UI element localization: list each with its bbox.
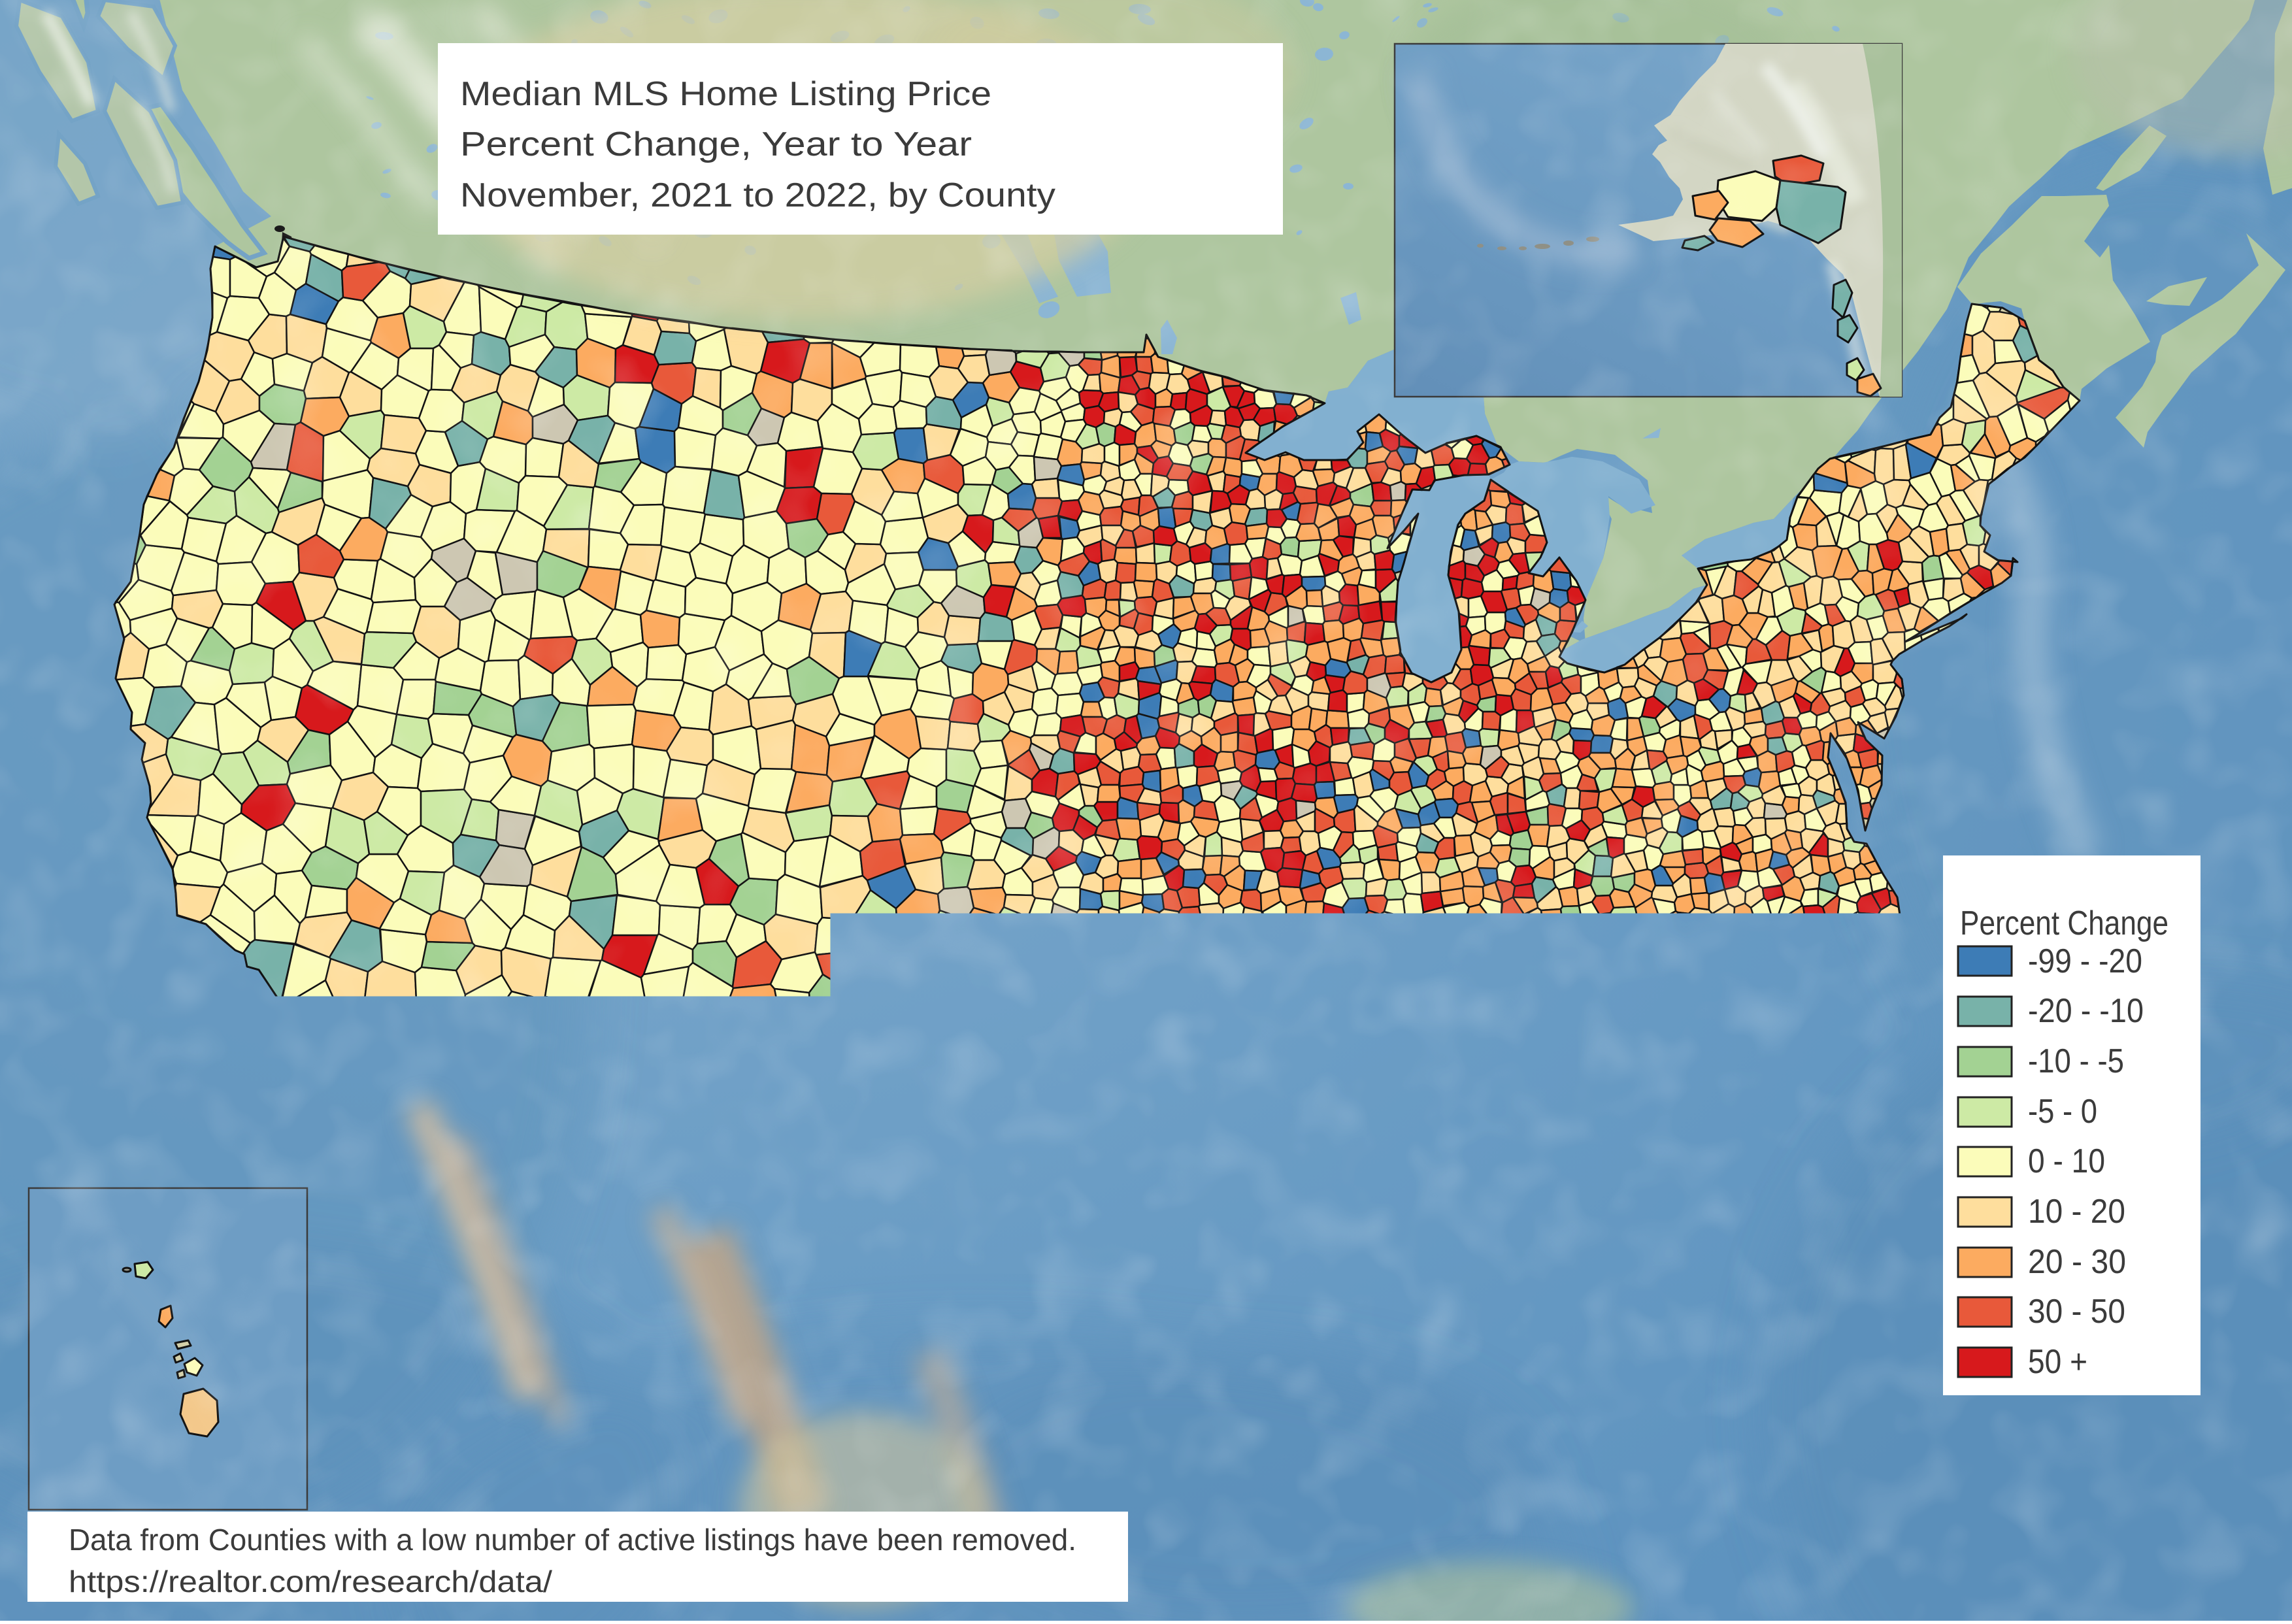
svg-text:Median MLS Home Listing Price: Median MLS Home Listing Price	[460, 75, 991, 113]
svg-text:-20 - -10: -20 - -10	[2028, 992, 2144, 1030]
svg-text:Data from Counties with a low: Data from Counties with a low number of …	[69, 1523, 1076, 1557]
svg-text:30 - 50: 30 - 50	[2028, 1293, 2125, 1331]
svg-text:0 - 10: 0 - 10	[2028, 1142, 2105, 1180]
svg-text:November, 2021 to 2022, by Cou: November, 2021 to 2022, by County	[460, 176, 1055, 214]
svg-text:10 - 20: 10 - 20	[2028, 1193, 2125, 1231]
svg-text:-10 - -5: -10 - -5	[2028, 1042, 2124, 1080]
svg-text:50 +: 50 +	[2028, 1343, 2087, 1381]
svg-text:Percent Change: Percent Change	[1960, 904, 2168, 942]
svg-text:-5 - 0: -5 - 0	[2028, 1093, 2097, 1131]
svg-text:-99 - -20: -99 - -20	[2028, 942, 2142, 980]
svg-text:https://realtor.com/research/d: https://realtor.com/research/data/	[69, 1565, 552, 1599]
svg-text:Percent Change, Year to Year: Percent Change, Year to Year	[460, 125, 972, 163]
svg-text:20 - 30: 20 - 30	[2028, 1243, 2126, 1281]
